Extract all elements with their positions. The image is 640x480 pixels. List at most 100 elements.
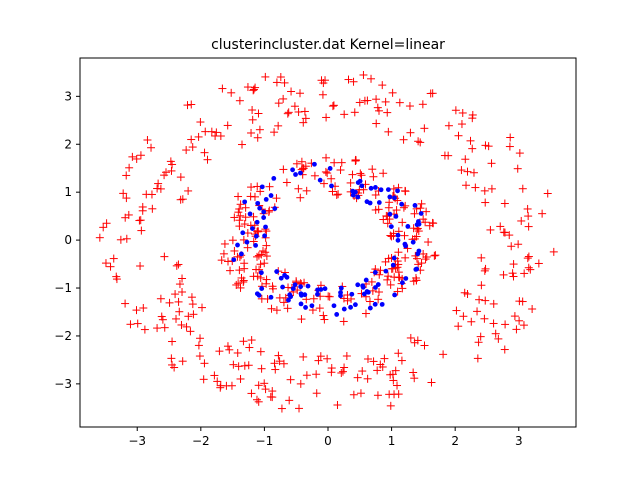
plus-marker bbox=[427, 378, 436, 387]
plus-marker bbox=[363, 96, 372, 105]
dot-marker bbox=[322, 286, 328, 292]
plus-marker bbox=[424, 238, 433, 247]
plus-marker bbox=[399, 203, 408, 212]
plus-marker bbox=[327, 174, 336, 183]
plus-marker bbox=[371, 190, 380, 199]
plus-marker bbox=[243, 243, 252, 252]
plus-marker bbox=[369, 172, 378, 181]
plus-marker bbox=[236, 283, 245, 292]
plus-marker bbox=[302, 371, 311, 380]
plus-marker bbox=[186, 327, 195, 336]
plus-marker bbox=[220, 239, 229, 248]
plus-marker bbox=[121, 299, 130, 308]
plus-marker bbox=[272, 306, 281, 315]
plus-marker bbox=[368, 165, 377, 174]
plus-marker bbox=[236, 211, 245, 220]
plus-marker bbox=[473, 307, 482, 316]
plus-marker bbox=[284, 108, 293, 117]
plus-marker bbox=[280, 78, 289, 87]
plus-marker bbox=[386, 231, 395, 240]
plus-marker bbox=[346, 178, 355, 187]
dot-marker bbox=[240, 230, 246, 236]
dot-marker bbox=[379, 301, 385, 307]
dot-marker bbox=[390, 262, 396, 268]
plus-marker bbox=[473, 354, 482, 363]
plus-marker bbox=[444, 121, 453, 130]
plus-marker bbox=[302, 186, 311, 195]
plus-marker bbox=[501, 320, 510, 329]
plus-marker bbox=[515, 316, 524, 325]
plus-marker bbox=[489, 319, 498, 328]
plus-marker bbox=[367, 74, 376, 83]
dot-marker bbox=[298, 301, 304, 307]
x-axis: −3 −2 −1 0 1 2 3 bbox=[128, 427, 523, 448]
plus-marker bbox=[322, 153, 331, 162]
dot-marker bbox=[244, 239, 250, 245]
plus-marker bbox=[272, 78, 281, 87]
plus-marker bbox=[380, 354, 389, 363]
dot-marker bbox=[395, 188, 400, 194]
plus-marker bbox=[358, 367, 367, 376]
plus-marker bbox=[355, 185, 364, 194]
plus-marker bbox=[253, 182, 262, 191]
plus-marker bbox=[230, 246, 239, 255]
plus-marker bbox=[299, 164, 308, 173]
dot-marker bbox=[293, 172, 298, 177]
plus-marker bbox=[249, 86, 258, 95]
plus-marker bbox=[327, 368, 336, 377]
plus-marker bbox=[253, 252, 262, 261]
plus-marker bbox=[178, 357, 187, 366]
plus-marker bbox=[480, 186, 489, 195]
plus-marker bbox=[375, 288, 384, 297]
plus-marker bbox=[457, 166, 466, 175]
plus-marker bbox=[461, 155, 470, 164]
plus-marker bbox=[139, 304, 148, 313]
plus-marker bbox=[431, 251, 440, 260]
plus-marker bbox=[509, 260, 518, 269]
dot-marker bbox=[399, 201, 405, 207]
plus-marker bbox=[166, 157, 175, 166]
dot-marker bbox=[334, 312, 340, 317]
x-tick-label: −1 bbox=[256, 434, 274, 448]
plus-marker bbox=[254, 109, 263, 118]
plus-marker bbox=[265, 182, 274, 191]
plus-marker bbox=[506, 133, 515, 142]
dot-marker bbox=[268, 193, 274, 198]
plus-marker bbox=[297, 315, 306, 324]
plus-marker bbox=[296, 379, 305, 388]
x-tick-label: 0 bbox=[324, 434, 332, 448]
plus-marker bbox=[414, 260, 423, 269]
plus-marker bbox=[176, 195, 185, 204]
plus-marker bbox=[487, 159, 496, 168]
plus-marker bbox=[487, 184, 496, 193]
plus-marker bbox=[494, 334, 503, 343]
plus-marker bbox=[481, 264, 490, 273]
plus-marker bbox=[223, 257, 232, 266]
plus-marker bbox=[267, 304, 276, 313]
plus-marker bbox=[409, 368, 418, 377]
plus-marker bbox=[184, 312, 193, 321]
plus-marker bbox=[420, 341, 429, 350]
plus-marker bbox=[528, 305, 537, 314]
plus-marker bbox=[394, 260, 403, 269]
dot-marker bbox=[284, 274, 290, 280]
plus-marker bbox=[194, 132, 203, 141]
plus-marker bbox=[349, 390, 358, 399]
plus-marker bbox=[255, 125, 264, 134]
plus-marker bbox=[401, 253, 410, 262]
plus-marker bbox=[376, 360, 385, 369]
plus-marker bbox=[283, 304, 292, 313]
plus-marker bbox=[384, 272, 393, 281]
plus-marker bbox=[406, 128, 415, 137]
plus-marker bbox=[126, 320, 135, 329]
plus-marker bbox=[175, 307, 184, 316]
plus-marker bbox=[481, 198, 490, 207]
plus-marker bbox=[235, 216, 244, 225]
plus-marker bbox=[409, 224, 418, 233]
plus-marker bbox=[405, 102, 414, 111]
plus-marker bbox=[249, 212, 258, 221]
plus-marker bbox=[394, 390, 403, 399]
dot-marker bbox=[338, 293, 343, 299]
plus-marker bbox=[421, 255, 430, 264]
dot-marker bbox=[298, 284, 304, 290]
